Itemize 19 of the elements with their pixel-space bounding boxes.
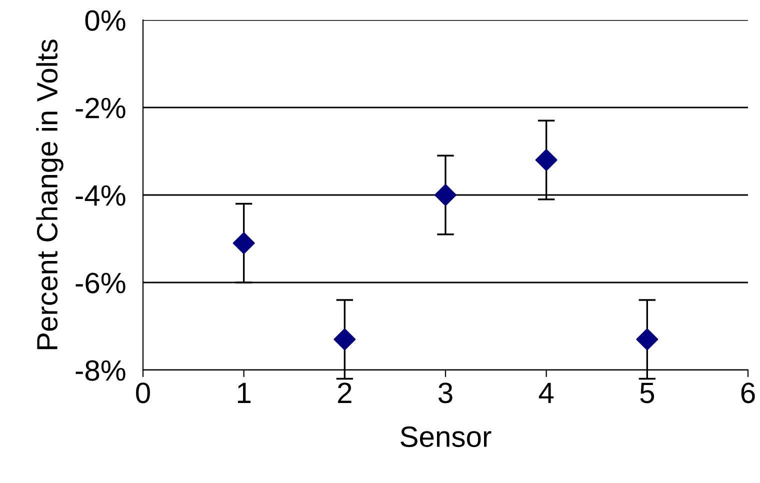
point xyxy=(334,328,356,350)
x-tick-label: 4 xyxy=(538,382,554,403)
point xyxy=(232,232,255,254)
x-tick-label: 5 xyxy=(640,382,654,404)
y-tick-label: -8% xyxy=(76,360,126,381)
point xyxy=(535,149,558,171)
y-tick-label: -6% xyxy=(76,272,126,294)
y-tick-label: -4% xyxy=(76,185,126,206)
point xyxy=(434,184,456,206)
x-tick-label: 6 xyxy=(741,382,755,404)
y-axis-title: Percent Change in Volts xyxy=(36,40,64,350)
y-tick-label: -2% xyxy=(76,98,126,118)
x-axis-title: Sensor xyxy=(400,426,492,448)
x-tick-label: 1 xyxy=(238,382,251,403)
x-tick-label: 0 xyxy=(136,382,150,404)
y-tick-label: 0% xyxy=(85,10,126,31)
point xyxy=(636,328,658,350)
x-tick-label: 2 xyxy=(338,382,352,403)
x-tick-label: 3 xyxy=(438,382,452,404)
